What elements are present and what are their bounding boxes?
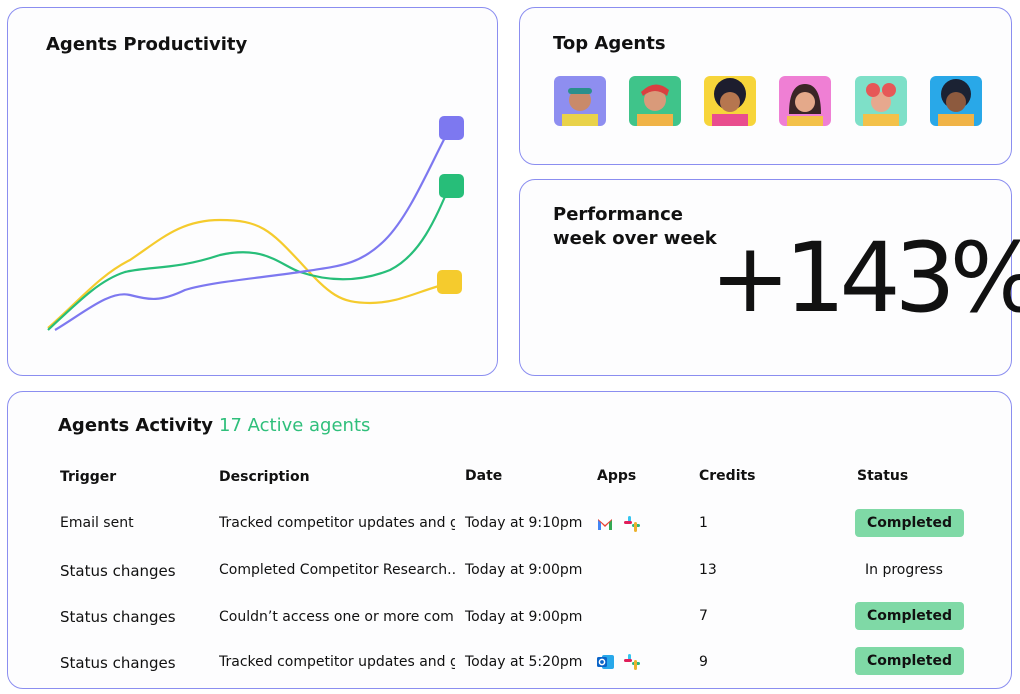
agent-avatar bbox=[704, 76, 756, 126]
productivity-card bbox=[7, 7, 498, 376]
column-header: Status bbox=[857, 468, 909, 484]
column-header: Description bbox=[219, 469, 310, 485]
credits: 1 bbox=[699, 515, 708, 531]
app-icons bbox=[598, 516, 640, 532]
card-title: Agents Productivity bbox=[46, 34, 248, 55]
description: Couldn’t access one or more com... bbox=[219, 609, 455, 625]
description: Completed Competitor Research... bbox=[219, 562, 455, 578]
status-badge: Completed bbox=[855, 602, 965, 630]
title-line: week over week bbox=[553, 228, 717, 249]
column-header: Date bbox=[465, 468, 503, 484]
description: Tracked competitor updates and g... bbox=[219, 654, 455, 670]
agent-avatar bbox=[779, 76, 831, 126]
credits: 13 bbox=[699, 562, 717, 578]
card-title: Top Agents bbox=[553, 33, 666, 54]
card-title: Agents Activity bbox=[58, 415, 214, 436]
status-badge: Completed bbox=[855, 509, 965, 537]
trigger: Status changes bbox=[60, 608, 176, 626]
date: Today at 9:10pm bbox=[465, 515, 583, 531]
column-header: Apps bbox=[597, 468, 637, 484]
date: Today at 9:00pm bbox=[465, 562, 583, 578]
credits: 9 bbox=[699, 654, 708, 670]
title-line: Performance bbox=[553, 204, 683, 225]
column-header: Credits bbox=[699, 468, 756, 484]
status-text: In progress bbox=[865, 562, 943, 578]
column-header: Trigger bbox=[60, 469, 117, 485]
active-count: 17 Active agents bbox=[219, 415, 371, 436]
performance-title: Performance week over week bbox=[553, 203, 717, 251]
app-icons bbox=[597, 654, 640, 670]
productivity-lines bbox=[47, 116, 464, 331]
performance-card bbox=[519, 179, 1012, 376]
trigger: Status changes bbox=[60, 562, 176, 580]
agent-avatar bbox=[855, 76, 907, 126]
trigger: Status changes bbox=[60, 654, 176, 672]
agent-avatar bbox=[554, 76, 606, 126]
status-badge: Completed bbox=[855, 647, 965, 675]
activity-card bbox=[7, 391, 1012, 689]
agent-avatar bbox=[930, 76, 982, 126]
description: Tracked competitor updates and g... bbox=[219, 515, 455, 531]
agent-avatar bbox=[629, 76, 681, 126]
date: Today at 5:20pm bbox=[465, 654, 583, 670]
trigger: Email sent bbox=[60, 515, 134, 531]
date: Today at 9:00pm bbox=[465, 609, 583, 625]
performance-value: +143% bbox=[710, 222, 1020, 334]
credits: 7 bbox=[699, 608, 708, 624]
